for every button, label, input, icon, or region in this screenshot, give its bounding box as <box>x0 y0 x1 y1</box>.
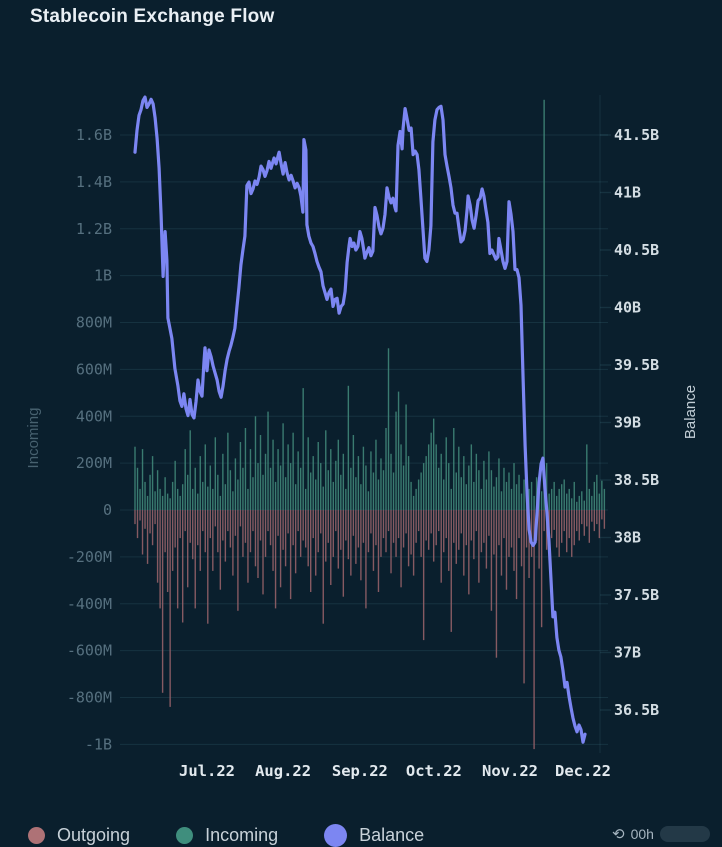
svg-text:-600M: -600M <box>67 642 112 660</box>
chart-legend: Outgoing Incoming Balance <box>28 824 470 847</box>
svg-text:800M: 800M <box>76 314 112 332</box>
legend-item-outgoing[interactable]: Outgoing <box>28 825 130 846</box>
svg-text:41.5B: 41.5B <box>614 126 659 144</box>
svg-text:41B: 41B <box>614 184 641 202</box>
svg-text:39.5B: 39.5B <box>614 356 659 374</box>
svg-text:36.5B: 36.5B <box>614 701 659 719</box>
svg-text:Balance: Balance <box>682 385 699 439</box>
legend-item-incoming[interactable]: Incoming <box>176 825 278 846</box>
svg-text:-1B: -1B <box>85 735 112 753</box>
balance-dot-icon <box>324 824 348 847</box>
refresh-status: ⟲ 00h <box>612 826 710 842</box>
svg-text:600M: 600M <box>76 360 112 378</box>
svg-text:Sep.22: Sep.22 <box>332 762 388 780</box>
svg-text:37B: 37B <box>614 644 641 662</box>
svg-text:Nov.22: Nov.22 <box>482 762 538 780</box>
flow-chart-canvas[interactable]: 1.6B 1.4B 1.2B 1B 800M 600M 400M 200M 0 -200M -400… <box>0 0 722 812</box>
legend-item-balance[interactable]: Balance <box>324 824 424 847</box>
svg-text:38.5B: 38.5B <box>614 471 659 489</box>
svg-text:Incoming: Incoming <box>25 408 42 469</box>
history-refresh-icon[interactable]: ⟲ <box>612 825 625 843</box>
svg-text:400M: 400M <box>76 407 112 425</box>
legend-label-incoming: Incoming <box>205 825 279 845</box>
page-title: Stablecoin Exchange Flow <box>30 6 275 27</box>
svg-text:1.6B: 1.6B <box>76 126 112 144</box>
svg-text:38B: 38B <box>614 529 641 547</box>
svg-text:Dec.22: Dec.22 <box>555 762 611 780</box>
svg-text:40B: 40B <box>614 299 641 317</box>
svg-text:Oct.22: Oct.22 <box>406 762 462 780</box>
incoming-dot-icon <box>176 827 194 844</box>
legend-label-balance: Balance <box>359 825 425 845</box>
svg-text:-800M: -800M <box>67 689 112 707</box>
outgoing-dot-icon <box>28 827 45 844</box>
legend-label-outgoing: Outgoing <box>57 825 131 845</box>
svg-text:1.2B: 1.2B <box>76 220 112 238</box>
refresh-timer-label: 00h <box>630 826 654 842</box>
svg-text:40.5B: 40.5B <box>614 241 659 259</box>
svg-text:39B: 39B <box>614 414 641 432</box>
svg-text:-400M: -400M <box>67 595 112 613</box>
svg-text:1B: 1B <box>94 267 112 285</box>
svg-text:-200M: -200M <box>67 548 112 566</box>
svg-text:1.4B: 1.4B <box>76 173 112 191</box>
time-range-pill[interactable] <box>659 826 710 842</box>
svg-text:0: 0 <box>103 501 112 519</box>
svg-text:Aug.22: Aug.22 <box>255 762 311 780</box>
svg-text:Jul.22: Jul.22 <box>179 762 235 780</box>
svg-text:200M: 200M <box>76 454 112 472</box>
svg-text:37.5B: 37.5B <box>614 586 659 604</box>
